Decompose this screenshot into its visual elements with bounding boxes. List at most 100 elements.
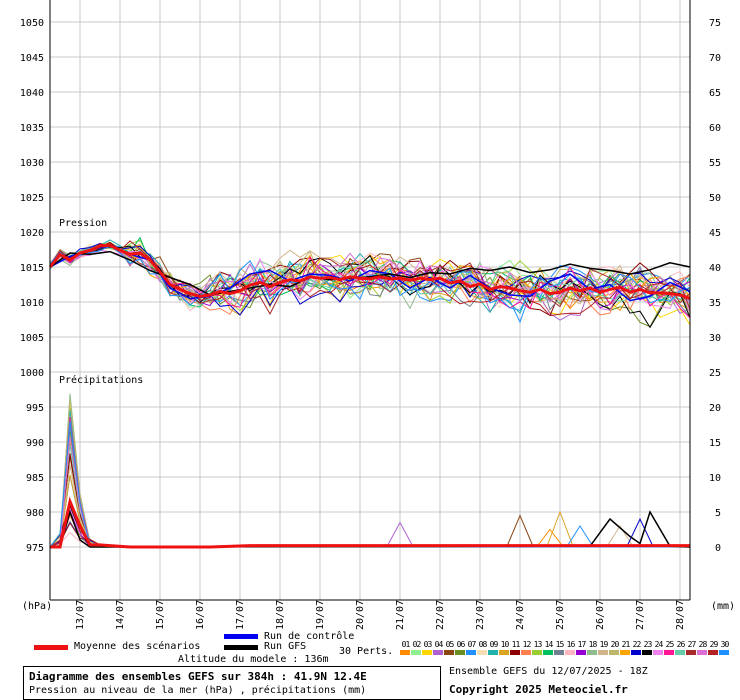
- perturbation-number: 02: [412, 640, 422, 649]
- perturbation-swatch: [598, 650, 608, 655]
- x-tick-label: 16/07: [195, 600, 206, 630]
- right-tick-label: 5: [715, 508, 721, 519]
- perturbation-swatch: [433, 650, 443, 655]
- right-tick-label: 75: [709, 18, 721, 29]
- right-tick-label: 30: [709, 333, 721, 344]
- perturbation-precip-line: [49, 456, 690, 548]
- gfs-legend-swatch: [224, 645, 258, 650]
- left-tick-label: 980: [26, 508, 44, 519]
- perturbation-number: 30: [720, 640, 730, 649]
- perturbation-swatch: [686, 650, 696, 655]
- perturbation-number: 05: [445, 640, 455, 649]
- perturbation-precip-line: [49, 520, 690, 548]
- perturbation-swatch: [543, 650, 553, 655]
- right-tick-label: 10: [709, 473, 721, 484]
- perturbation-number: 08: [478, 640, 488, 649]
- perturbation-swatch: [400, 650, 410, 655]
- control-legend-swatch: [224, 634, 258, 639]
- perturbation-precip-spike: [606, 525, 634, 548]
- perturbation-count: 30 Perts.: [339, 646, 394, 657]
- perturbation-precip-line: [49, 393, 690, 548]
- copyright: Copyright 2025 Meteociel.fr: [449, 683, 628, 696]
- perturbation-swatch: [488, 650, 498, 655]
- perturbation-pressure-line: [49, 241, 691, 302]
- x-tick-label: 14/07: [115, 600, 126, 630]
- perturbation-number: 23: [643, 640, 653, 649]
- perturbation-number: 17: [577, 640, 587, 649]
- left-tick-label: 1005: [20, 333, 44, 344]
- left-tick-label: 1020: [20, 228, 44, 239]
- perturbation-number: 01: [401, 640, 411, 649]
- perturbation-precip-spike: [536, 528, 564, 548]
- perturbation-swatch: [620, 650, 630, 655]
- left-tick-label: 1030: [20, 158, 44, 169]
- right-tick-label: 70: [709, 53, 721, 64]
- x-tick-label: 23/07: [475, 600, 486, 630]
- gfs-legend-label: Run GFS: [264, 641, 307, 652]
- perturbation-swatch: [499, 650, 509, 655]
- perturbation-number: 06: [456, 640, 466, 649]
- perturbation-swatch: [455, 650, 465, 655]
- perturbation-swatch: [576, 650, 586, 655]
- perturbation-precip-line: [49, 474, 690, 548]
- perturbation-swatch: [444, 650, 454, 655]
- perturbation-series: [49, 236, 691, 548]
- x-tick-label: 24/07: [515, 600, 526, 630]
- perturbation-number: 13: [533, 640, 543, 649]
- perturbation-precip-line: [49, 418, 690, 548]
- perturbation-precip-line: [49, 520, 690, 548]
- right-tick-label: 50: [709, 193, 721, 204]
- x-tick-label: 26/07: [595, 600, 606, 630]
- perturbation-precip-line: [49, 438, 690, 548]
- x-tick-label: 17/07: [235, 600, 246, 630]
- x-tick-label: 19/07: [315, 600, 326, 630]
- mean-precip-line: [50, 496, 690, 549]
- left-axis-unit: (hPa): [22, 601, 52, 612]
- left-tick-label: 1000: [20, 368, 44, 379]
- chart-info-box: Diagramme des ensembles GEFS sur 384h : …: [23, 666, 441, 700]
- perturbation-number: 19: [599, 640, 609, 649]
- perturbation-swatch: [675, 650, 685, 655]
- perturbation-swatch: [521, 650, 531, 655]
- perturbation-number: 11: [511, 640, 521, 649]
- gfs-run-line: [49, 250, 691, 296]
- perturbation-precip-line: [49, 409, 690, 548]
- perturbation-number: 09: [489, 640, 499, 649]
- perturbation-number: 12: [522, 640, 532, 649]
- perturbation-precip-line: [49, 522, 690, 548]
- perturbation-precip-line: [49, 441, 690, 548]
- right-tick-label: 0: [715, 543, 721, 554]
- x-tick-label: 27/07: [635, 600, 646, 630]
- right-tick-label: 40: [709, 263, 721, 274]
- perturbation-swatch: [587, 650, 597, 655]
- perturbation-number: 03: [423, 640, 433, 649]
- x-tick-label: 25/07: [555, 600, 566, 630]
- right-tick-label: 65: [709, 88, 721, 99]
- perturbation-number: 04: [434, 640, 444, 649]
- perturbation-number: 15: [555, 640, 565, 649]
- perturbation-swatch: [664, 650, 674, 655]
- perturbation-number: 24: [654, 640, 664, 649]
- perturbation-swatch: [719, 650, 729, 655]
- perturbation-number: 27: [687, 640, 697, 649]
- perturbation-number: 20: [610, 640, 620, 649]
- precip-section-label: Précipitations: [59, 374, 143, 386]
- x-tick-label: 18/07: [275, 600, 286, 630]
- perturbation-number: 07: [467, 640, 477, 649]
- perturbation-precip-line: [49, 521, 690, 548]
- gfs-precip-line: [50, 509, 691, 548]
- perturbation-precip-line: [49, 429, 690, 548]
- perturbation-number: 10: [500, 640, 510, 649]
- perturbation-swatch: [631, 650, 641, 655]
- x-tick-label: 15/07: [155, 600, 166, 630]
- left-tick-label: 985: [26, 473, 44, 484]
- perturbation-number: 26: [676, 640, 686, 649]
- perturbation-precip-spike: [506, 514, 534, 548]
- perturbation-precip-line: [49, 513, 690, 548]
- perturbation-number: 25: [665, 640, 675, 649]
- perturbation-pressure-line: [49, 244, 691, 311]
- perturbation-swatch: [510, 650, 520, 655]
- x-tick-label: 22/07: [435, 600, 446, 630]
- right-tick-label: 45: [709, 228, 721, 239]
- perturbation-precip-line: [49, 453, 690, 548]
